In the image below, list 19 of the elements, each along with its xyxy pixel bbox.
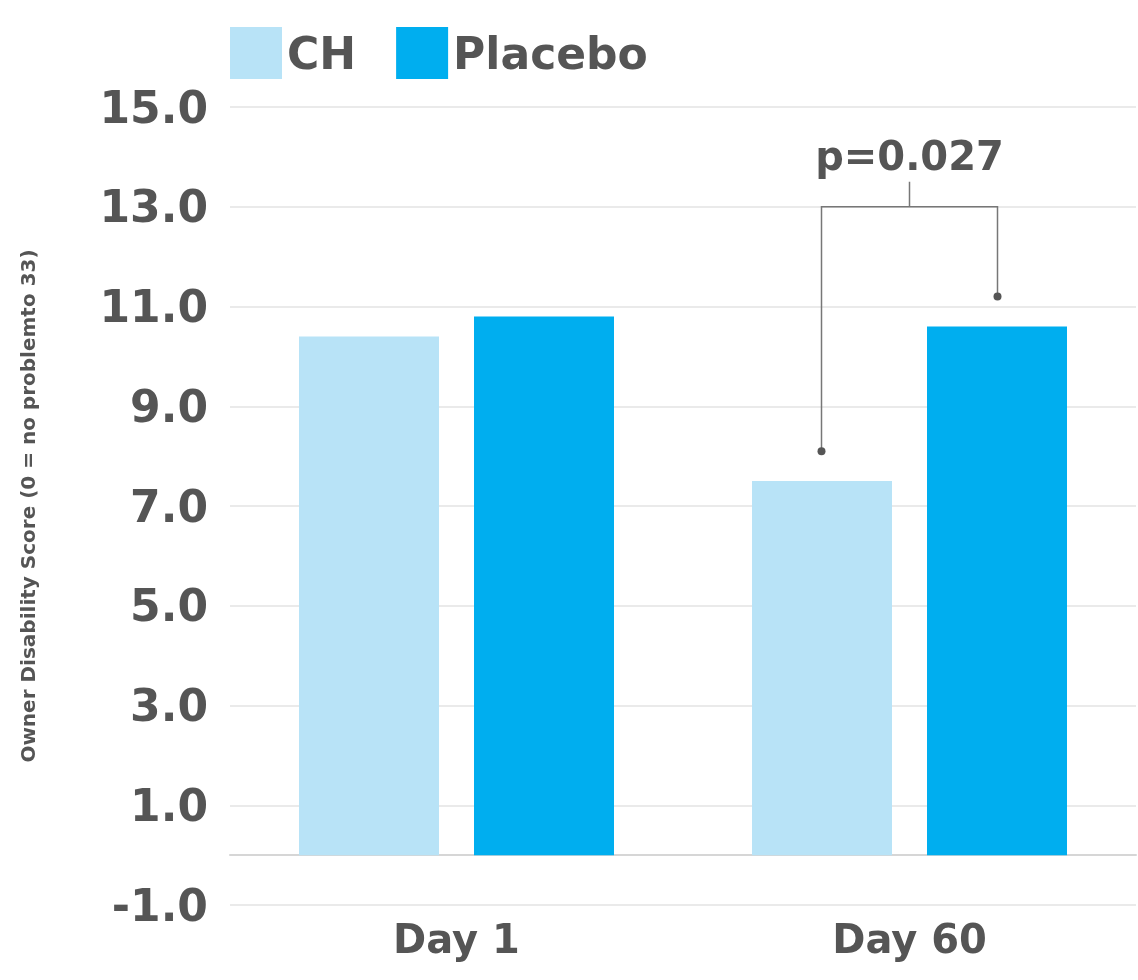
y-tick-label: 11.0 bbox=[99, 281, 208, 332]
legend-label: Placebo bbox=[453, 27, 648, 79]
annotation: p=0.027 bbox=[815, 132, 1004, 179]
x-tick-label: Day 60 bbox=[832, 916, 987, 962]
y-tick-label: 9.0 bbox=[130, 380, 208, 432]
legend-label: CH bbox=[287, 27, 357, 79]
y-tick-label: 15.0 bbox=[99, 81, 208, 133]
y-tick-label: 13.0 bbox=[99, 181, 208, 233]
x-tick-label: Day 1 bbox=[393, 916, 520, 962]
y-tick-label: 3.0 bbox=[130, 680, 208, 731]
y-tick-label: 1.0 bbox=[130, 779, 208, 831]
bar bbox=[752, 481, 892, 856]
y-axis-title: Owner Disability Score (0 = no problemto 33) bbox=[16, 249, 40, 763]
y-tick-label: 7.0 bbox=[130, 480, 208, 532]
bar bbox=[927, 326, 1067, 856]
y-tick-label: -1.0 bbox=[111, 879, 208, 931]
bar bbox=[474, 316, 614, 856]
y-tick-label: 5.0 bbox=[130, 580, 208, 632]
bar bbox=[299, 336, 439, 856]
